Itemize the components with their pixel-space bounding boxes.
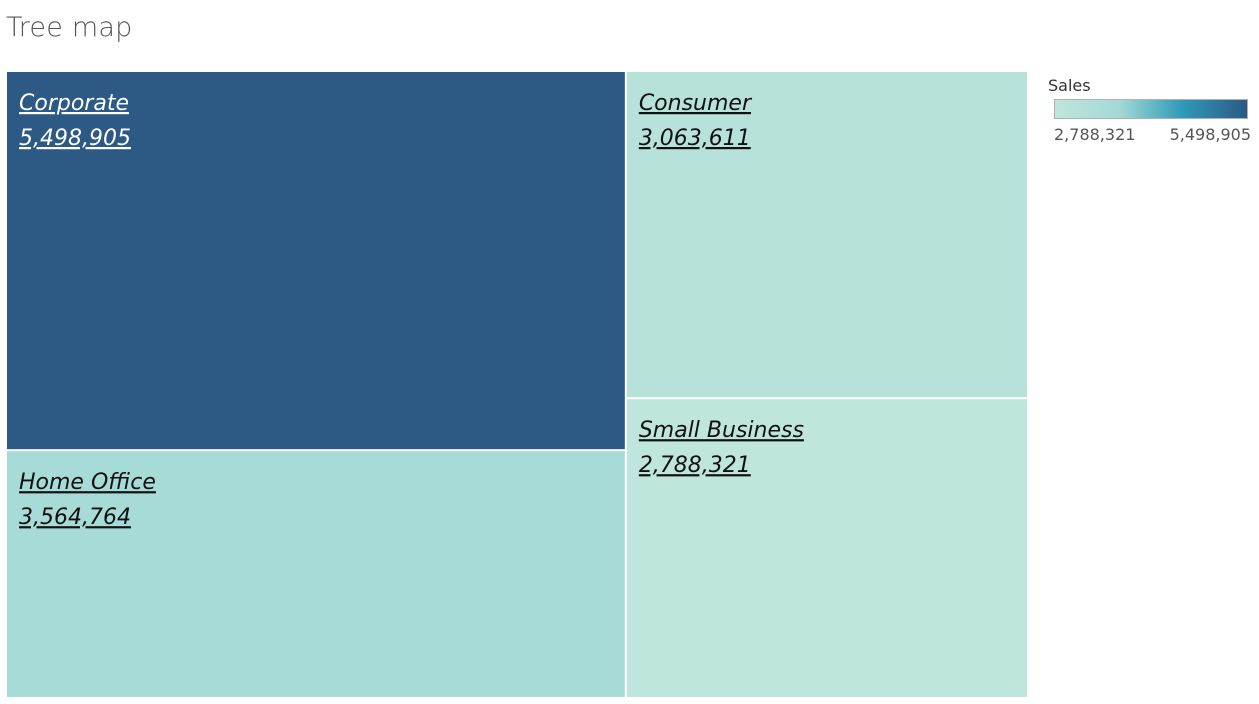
color-legend: Sales 2,788,321 5,498,905 <box>1048 76 1253 147</box>
treemap-tile-home-office[interactable]: Home Office 3,564,764 <box>7 451 625 697</box>
tile-value-label: 5,498,905 <box>19 126 131 151</box>
legend-min-label: 2,788,321 <box>1054 125 1136 144</box>
tile-value-label: 3,063,611 <box>639 126 751 151</box>
legend-gradient-bar <box>1054 99 1248 119</box>
treemap-tile-small-business[interactable]: Small Business 2,788,321 <box>626 399 1027 697</box>
legend-title: Sales <box>1048 76 1091 95</box>
tile-rect-small-business[interactable] <box>626 399 1027 697</box>
tile-rect-corporate[interactable] <box>7 72 625 450</box>
tile-value-label: 3,564,764 <box>19 505 131 530</box>
tile-value-label: 2,788,321 <box>639 453 751 478</box>
legend-max-label: 5,498,905 <box>1169 125 1251 144</box>
tile-rect-consumer[interactable] <box>626 72 1027 398</box>
tile-name-label: Consumer <box>639 91 753 116</box>
tile-rect-home-office[interactable] <box>7 451 625 697</box>
legend-ticks: 2,788,321 5,498,905 <box>1048 125 1253 147</box>
treemap-tile-corporate[interactable]: Corporate 5,498,905 <box>7 72 625 450</box>
treemap-tile-consumer[interactable]: Consumer 3,063,611 <box>626 72 1027 398</box>
tile-name-label: Corporate <box>19 91 129 116</box>
chart-title: Tree map <box>6 12 133 43</box>
tile-name-label: Small Business <box>639 418 804 443</box>
tile-name-label: Home Office <box>19 470 156 495</box>
